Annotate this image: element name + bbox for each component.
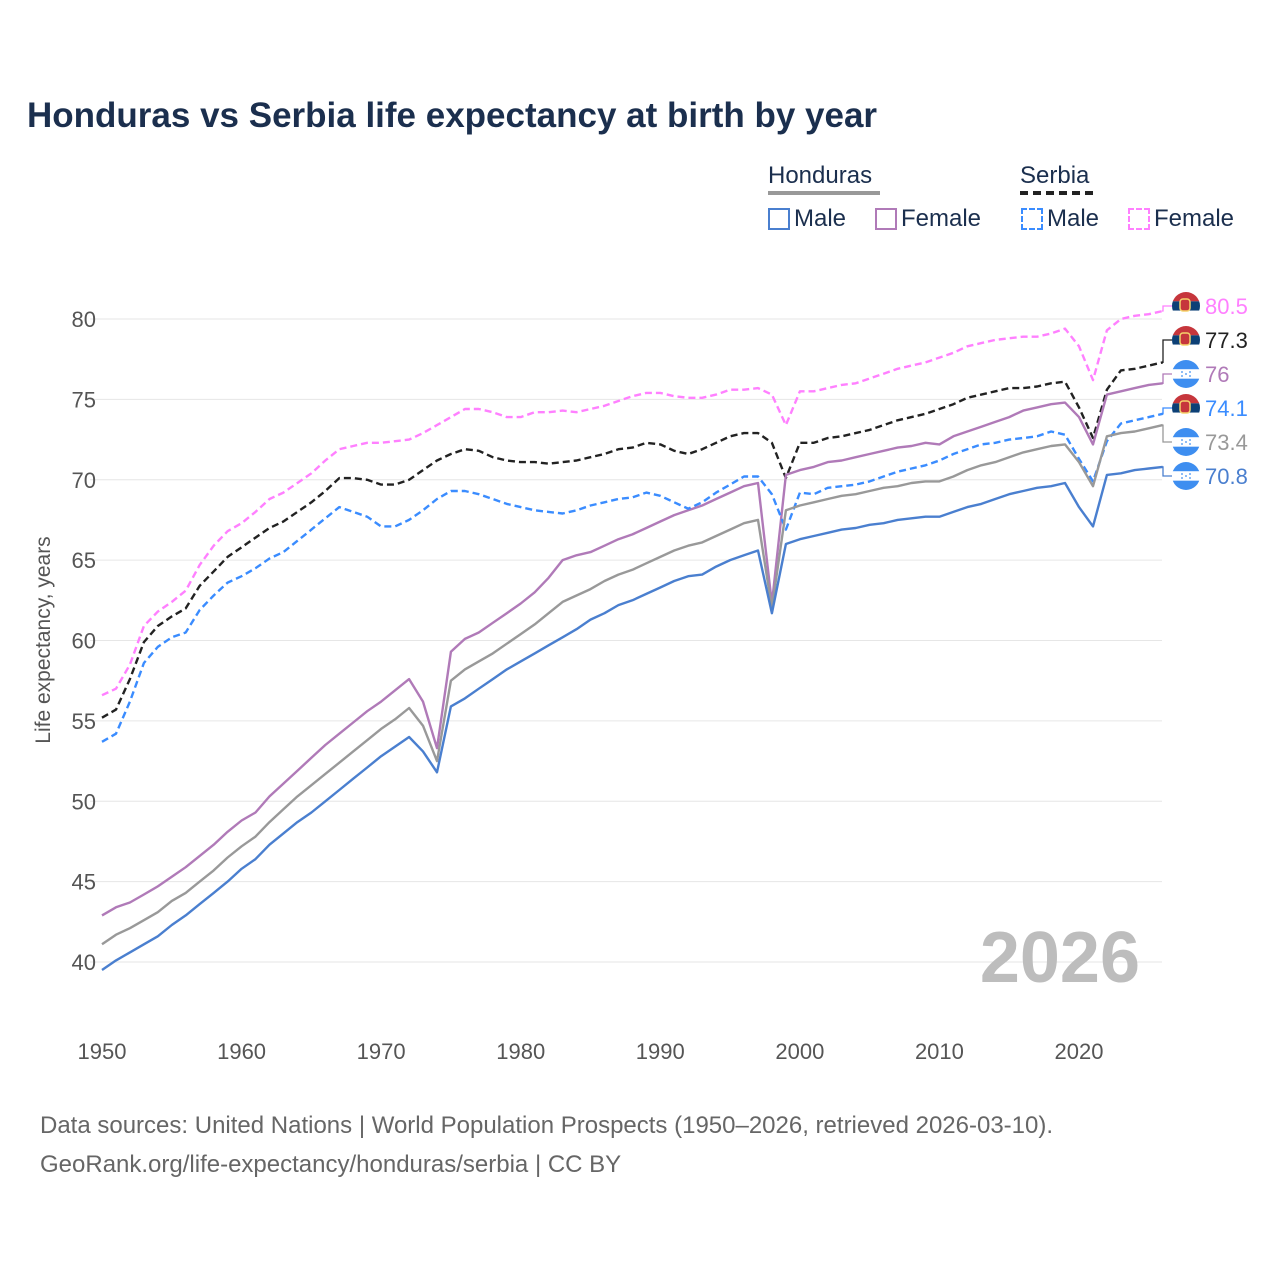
- legend-group-label: Honduras: [768, 162, 873, 189]
- label-connector: [1162, 339, 1172, 364]
- y-tick-label: 75: [72, 387, 96, 412]
- legend-group-serbia: Serbia: [1020, 162, 1093, 195]
- legend-item-honduras-female[interactable]: Female: [875, 205, 981, 233]
- legend-label: Male: [1047, 205, 1100, 232]
- legend-label: Female: [901, 205, 982, 232]
- legend-item-serbia-male[interactable]: Male: [1021, 205, 1099, 233]
- legend-swatch: [875, 208, 897, 230]
- label-connector: [1162, 305, 1172, 312]
- end-value-label: 80.5: [1205, 294, 1248, 319]
- legend-label: Female: [1154, 205, 1235, 232]
- x-tick-label: 1970: [357, 1039, 406, 1064]
- label-connector: [1162, 407, 1172, 415]
- legend-swatch: [1128, 208, 1150, 230]
- flag-serbia-icon: [1172, 292, 1200, 320]
- flag-serbia-icon: [1172, 394, 1200, 422]
- legend-group-line: [1020, 191, 1093, 195]
- flag-honduras-icon: [1172, 462, 1200, 490]
- chart-title: Honduras vs Serbia life expectancy at bi…: [27, 96, 878, 135]
- source-link[interactable]: GeoRank.org/life-expectancy/honduras/ser…: [40, 1151, 622, 1178]
- y-tick-label: 70: [72, 468, 96, 493]
- y-tick-label: 60: [72, 629, 96, 654]
- y-tick-label: 55: [72, 709, 96, 734]
- x-tick-label: 1960: [217, 1039, 266, 1064]
- x-tick-label: 2020: [1055, 1039, 1104, 1064]
- end-value-label: 74.1: [1205, 396, 1248, 421]
- legend-group-line: [768, 191, 880, 195]
- label-connector: [1162, 424, 1172, 443]
- x-tick-label: 1950: [78, 1039, 127, 1064]
- x-tick-label: 1990: [636, 1039, 685, 1064]
- legend-item-honduras-male[interactable]: Male: [768, 205, 846, 233]
- series-line-honduras: [101, 423, 1163, 946]
- end-value-label: 70.8: [1205, 464, 1248, 489]
- source-line: Data sources: United Nations | World Pop…: [40, 1112, 1054, 1139]
- series-line-serbia-female: [101, 309, 1163, 697]
- legend-group-label: Serbia: [1020, 162, 1090, 189]
- flag-serbia-icon: [1172, 326, 1200, 354]
- series-line-honduras-female: [101, 382, 1163, 917]
- y-tick-label: 50: [72, 789, 96, 814]
- legend-swatch: [1021, 208, 1043, 230]
- y-tick-label: 80: [72, 307, 96, 332]
- label-connector: [1162, 466, 1172, 477]
- series-line-serbia: [101, 361, 1163, 719]
- source-note: Data sources: United Nations | World Pop…: [40, 1106, 1053, 1184]
- x-tick-label: 2010: [915, 1039, 964, 1064]
- y-tick-label: 45: [72, 870, 96, 895]
- legend-swatch: [768, 208, 790, 230]
- y-tick-label: 65: [72, 548, 96, 573]
- end-value-label: 76: [1205, 362, 1229, 387]
- series-line-serbia-male: [101, 412, 1163, 743]
- flag-honduras-icon: [1172, 428, 1200, 456]
- y-tick-label: 40: [72, 950, 96, 975]
- x-tick-label: 2000: [775, 1039, 824, 1064]
- end-value-label: 77.3: [1205, 328, 1248, 353]
- end-value-label: 73.4: [1205, 430, 1248, 455]
- legend-item-serbia-female[interactable]: Female: [1128, 205, 1234, 233]
- flag-honduras-icon: [1172, 360, 1200, 388]
- x-tick-label: 1980: [496, 1039, 545, 1064]
- label-connector: [1162, 373, 1172, 384]
- legend-group-honduras: Honduras: [768, 162, 880, 195]
- legend-label: Male: [794, 205, 847, 232]
- year-watermark: 2026: [980, 918, 1140, 998]
- series-line-honduras-male: [101, 465, 1163, 971]
